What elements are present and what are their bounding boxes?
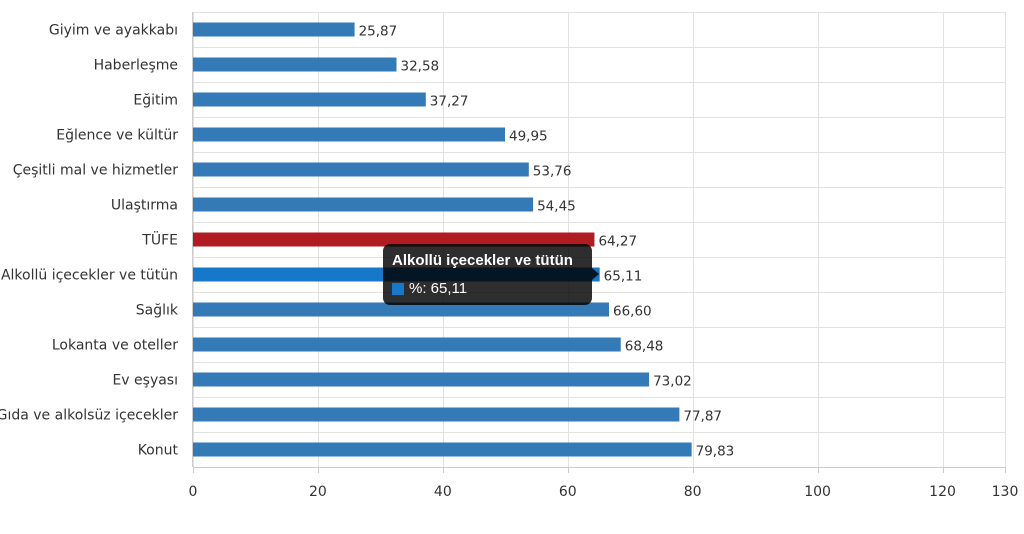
category-label: Eğitim [133,93,178,109]
x-tick-label: 20 [309,484,327,500]
bar[interactable] [193,22,355,37]
bar[interactable] [193,57,397,72]
tooltip-arrow [592,268,599,280]
grid [192,12,1006,473]
x-tick-label: 0 [189,484,198,500]
bar[interactable] [193,127,505,142]
x-tick-label: 40 [434,484,452,500]
data-label: 68,48 [625,339,664,355]
x-tick-label: 60 [559,484,577,500]
data-label: 77,87 [683,409,722,425]
data-label: 53,76 [533,164,572,180]
bar[interactable] [193,337,621,352]
bar[interactable] [193,197,534,212]
labels: 0 20 40 60 80 100 120 130 Giyim ve ayakkabı 25,87… [0,23,1018,501]
data-label: 32,58 [400,59,439,75]
category-label: Çeşitli mal ve hizmetler [13,163,179,179]
data-label: 73,02 [653,374,692,390]
tooltip: Alkollü içecekler ve tütün %: 65,11 [383,244,599,305]
tooltip-swatch [392,283,404,295]
data-label: 49,95 [509,129,548,145]
category-label: Sağlık [136,303,179,319]
tooltip-value: %: 65,11 [409,280,468,297]
category-label: Lokanta ve oteller [52,338,178,354]
data-label: 64,27 [598,234,637,250]
category-label: Gıda ve alkolsüz içecekler [0,408,178,424]
data-label: 54,45 [537,199,576,215]
category-label: TÜFE [141,231,178,249]
bar[interactable] [193,372,650,387]
bars [193,22,692,457]
category-label: Ev eşyası [112,373,178,389]
data-label: 25,87 [359,24,398,40]
bar[interactable] [193,407,680,422]
category-label: Haberleşme [94,58,178,74]
category-label: Giyim ve ayakkabı [49,23,178,39]
x-tick-label: 80 [684,484,702,500]
x-tick-label: 130 [992,484,1019,500]
data-label: 37,27 [430,94,469,110]
tooltip-row: %: 65,11 [392,280,583,298]
x-tick-label: 100 [804,484,831,500]
tooltip-title: Alkollü içecekler ve tütün [392,252,573,269]
category-label: Konut [138,443,179,459]
data-label: 65,11 [604,269,643,285]
category-label: Eğlence ve kültür [56,128,178,144]
data-label: 66,60 [613,304,652,320]
bar[interactable] [193,92,426,107]
bar[interactable] [193,302,609,317]
category-label: Ulaştırma [111,198,178,214]
bar[interactable] [193,442,692,457]
bar[interactable] [193,162,529,177]
bar[interactable] [193,232,595,247]
data-label: 79,83 [696,444,735,460]
x-tick-label: 120 [929,484,956,500]
category-label: Alkollü içecekler ve tütün [1,268,178,284]
